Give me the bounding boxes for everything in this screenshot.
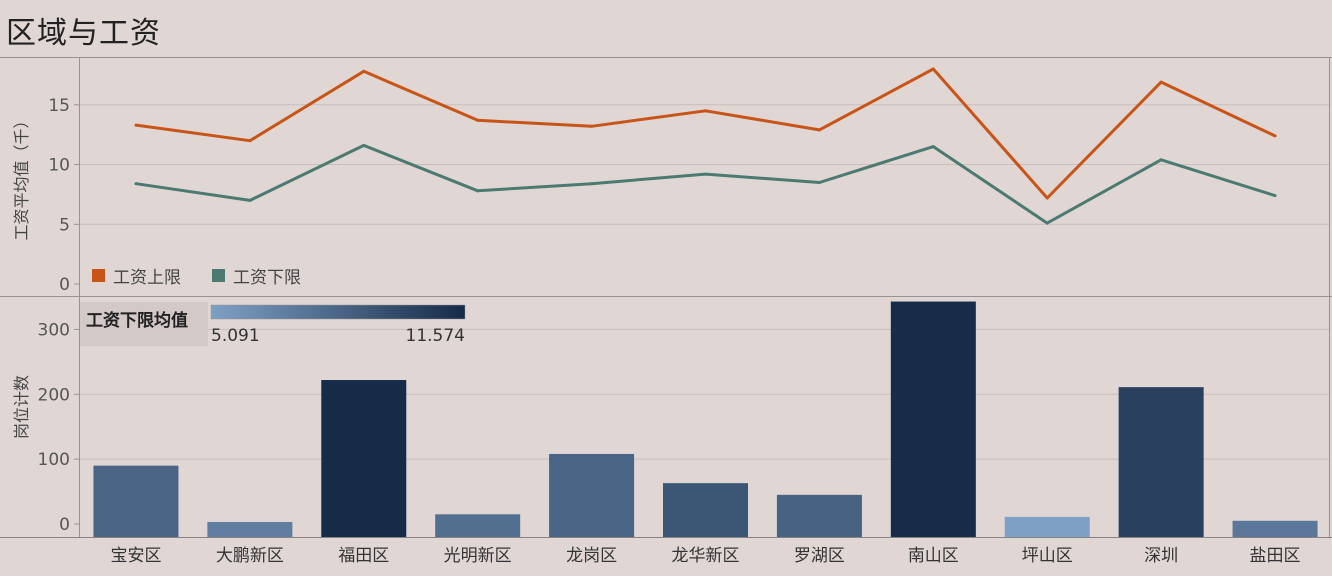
y-tick-label: 5 <box>59 215 70 235</box>
line-point[interactable] <box>590 124 594 128</box>
color-legend-min: 5.091 <box>211 326 260 346</box>
y-tick-label: 0 <box>59 275 70 295</box>
x-category-label: 大鹏新区 <box>216 546 284 566</box>
bar-chart-y-axis-label: 岗位计数 <box>12 375 31 439</box>
y-tick-label: 300 <box>38 320 70 340</box>
legend-swatch-lower <box>212 269 225 282</box>
line-point[interactable] <box>590 182 594 186</box>
x-category-label: 南山区 <box>908 546 959 566</box>
bar[interactable] <box>321 380 407 537</box>
bar[interactable] <box>207 522 293 537</box>
x-category-label: 福田区 <box>338 546 389 566</box>
line-point[interactable] <box>248 139 252 143</box>
y-tick-label: 10 <box>48 156 70 176</box>
line-legend[interactable]: 工资上限 工资下限 <box>92 268 301 288</box>
x-category-label: 龙华新区 <box>672 546 740 566</box>
legend-label-upper: 工资上限 <box>113 268 181 288</box>
y-tick-label: 15 <box>48 96 70 116</box>
line-chart-y-ticks: 0 5 10 15 <box>48 96 79 295</box>
page-title: 区域与工资 <box>6 16 161 51</box>
x-category-label: 坪山区 <box>1022 546 1073 566</box>
x-category-label: 宝安区 <box>110 546 161 566</box>
line-point[interactable] <box>1159 80 1163 84</box>
bar[interactable] <box>549 453 635 537</box>
bar-chart-y-ticks: 0 100 200 300 <box>38 320 79 535</box>
bar[interactable] <box>663 483 748 537</box>
x-category-label: 罗湖区 <box>794 546 845 566</box>
line-point[interactable] <box>134 182 138 186</box>
color-legend-title: 工资下限均值 <box>86 310 188 331</box>
color-legend-max: 11.574 <box>406 326 465 346</box>
line-chart-y-axis-label: 工资平均值（千） <box>12 112 31 240</box>
line-series-group <box>134 67 1277 225</box>
y-tick-label: 200 <box>38 385 70 405</box>
bar[interactable] <box>1118 387 1204 537</box>
bar[interactable] <box>1232 520 1318 537</box>
line-point[interactable] <box>931 67 935 71</box>
x-category-label: 盐田区 <box>1250 546 1301 566</box>
bar[interactable] <box>890 301 976 537</box>
line-point[interactable] <box>704 109 707 113</box>
chart-frame <box>0 57 1332 538</box>
bar[interactable] <box>1004 516 1090 537</box>
line-point[interactable] <box>1159 158 1163 162</box>
line-point[interactable] <box>1045 196 1049 200</box>
bar[interactable] <box>435 514 521 537</box>
color-legend-background <box>80 302 208 346</box>
bar-series-group <box>93 301 1318 537</box>
line-series-upper[interactable] <box>135 67 1276 200</box>
legend-label-lower: 工资下限 <box>233 268 301 288</box>
x-axis-categories: 宝安区 大鹏新区 福田区 光明新区 龙岗区 龙华新区 罗湖区 南山区 坪山区 深圳 盐田区 <box>110 546 1300 566</box>
line-point[interactable] <box>362 69 366 73</box>
line-point[interactable] <box>134 123 138 127</box>
bar[interactable] <box>93 465 179 537</box>
x-category-label: 光明新区 <box>444 546 512 566</box>
line-chart-gridlines <box>80 104 1329 225</box>
line-point[interactable] <box>704 172 707 176</box>
line-series-lower[interactable] <box>135 143 1276 225</box>
color-legend-gradient <box>210 304 466 320</box>
x-category-label: 龙岗区 <box>566 546 617 566</box>
line-point[interactable] <box>248 198 252 202</box>
line-point[interactable] <box>817 128 821 132</box>
line-point[interactable] <box>362 143 366 147</box>
line-point[interactable] <box>1273 134 1277 138</box>
line-point[interactable] <box>476 189 480 193</box>
line-point[interactable] <box>931 145 935 149</box>
line-point[interactable] <box>1273 194 1277 198</box>
line-point[interactable] <box>1045 221 1049 225</box>
y-tick-label: 0 <box>59 515 70 535</box>
x-category-label: 深圳 <box>1144 546 1178 566</box>
y-tick-label: 100 <box>38 450 70 470</box>
bar[interactable] <box>776 494 862 537</box>
line-point[interactable] <box>476 118 480 122</box>
line-point[interactable] <box>817 180 821 184</box>
legend-swatch-upper <box>92 269 105 282</box>
color-legend[interactable]: 工资下限均值 5.091 11.574 <box>80 302 466 346</box>
